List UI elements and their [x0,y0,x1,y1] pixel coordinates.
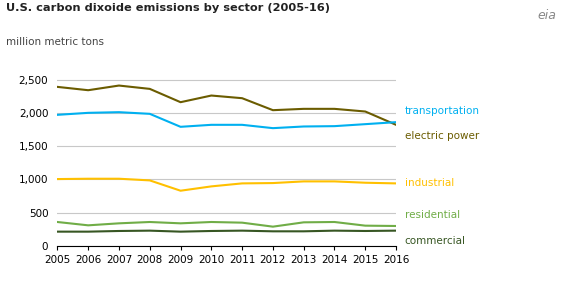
Text: million metric tons: million metric tons [6,37,104,47]
Text: U.S. carbon dixoide emissions by sector (2005-16): U.S. carbon dixoide emissions by sector … [6,3,329,13]
Text: transportation: transportation [405,106,480,116]
Text: eia: eia [538,9,557,21]
Text: commercial: commercial [405,236,466,246]
Text: electric power: electric power [405,131,479,141]
Text: industrial: industrial [405,178,454,188]
Text: residential: residential [405,210,460,220]
